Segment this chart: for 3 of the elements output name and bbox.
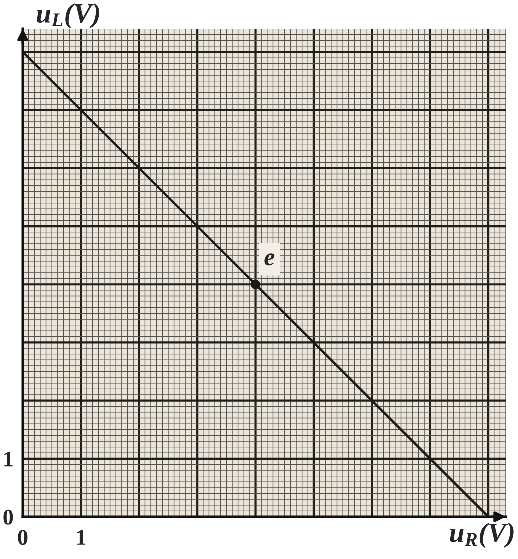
x-axis-title: u$_{R}$(V) (450, 522, 514, 548)
y-axis-title: u$_{L}$(V) (37, 3, 100, 29)
annotation: e (264, 254, 275, 266)
